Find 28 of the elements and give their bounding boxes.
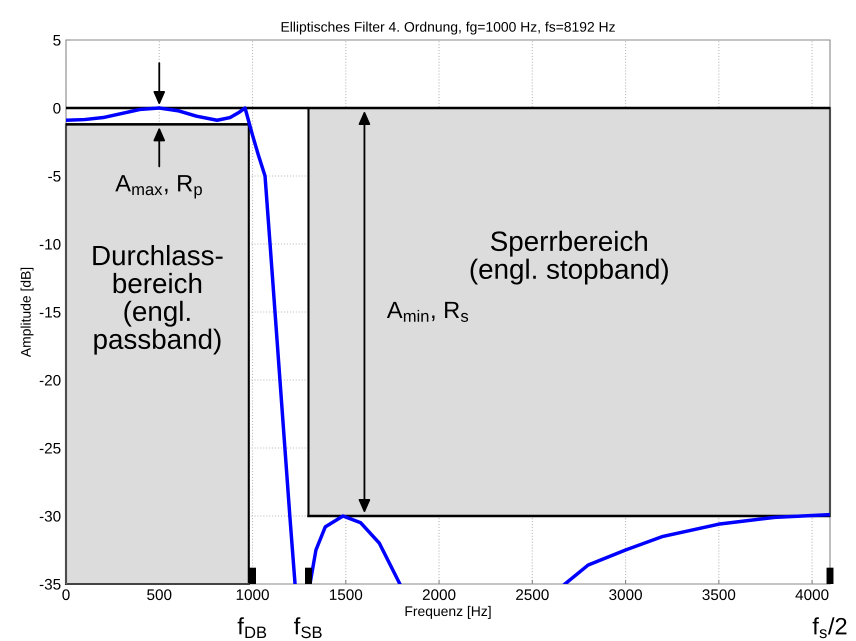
y-tick-label: -35 [40, 578, 60, 590]
x-tick-label: 1000 [236, 589, 269, 600]
band-label: Durchlass- bereich (engl. passband) [93, 244, 223, 355]
x-tick-label: 1500 [330, 589, 362, 600]
x-tick-label: 2500 [516, 589, 549, 600]
x-tick-label: 0 [62, 589, 70, 600]
x-tick-label: 3500 [702, 589, 736, 600]
y-tick-label: -30 [40, 510, 61, 522]
chart-title: Elliptisches Filter 4. Ordnung, fg=1000 Hz, fs=8192 Hz [282, 22, 615, 35]
y-tick-label: 0 [53, 102, 61, 114]
x-axis-title: Frequenz [Hz] [406, 606, 491, 619]
y-tick-label: -25 [40, 442, 60, 454]
x-tick-label: 2000 [422, 589, 456, 600]
y-tick-label: 5 [53, 35, 60, 46]
text: f$_{s}$/2 [812, 617, 846, 638]
x-tick-label: 4000 [795, 589, 828, 600]
annotation: A$_{max}$, R$_{p}$ [115, 175, 202, 198]
y-tick-label: -15 [40, 307, 60, 318]
y-tick-label: -5 [48, 171, 60, 182]
y-tick-label: -10 [40, 238, 61, 250]
annotation: f$_{DB}$ [238, 617, 266, 638]
annotation: A$_{min}$, R$_{s}$ [386, 302, 468, 322]
band-label: Sperrbereich (engl. stopband) [470, 230, 668, 284]
x-tick-label: 500 [147, 589, 172, 600]
y-tick-label: -20 [40, 374, 61, 386]
x-tick-label: 3000 [609, 589, 642, 600]
annotation: f$_{SB}$ [294, 617, 322, 638]
y-axis-title: Amplitude [dB] [20, 268, 34, 358]
